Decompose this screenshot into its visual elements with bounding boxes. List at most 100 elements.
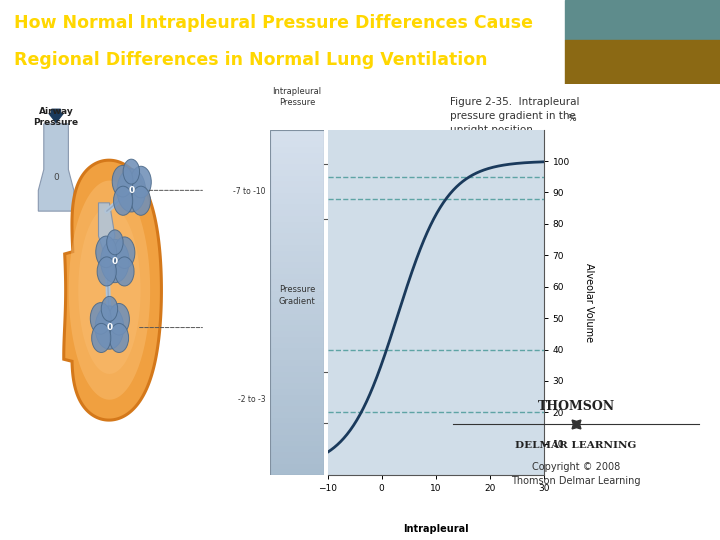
Polygon shape xyxy=(64,160,161,420)
Bar xyxy=(270,245,324,251)
Bar xyxy=(270,395,324,400)
Bar xyxy=(270,181,324,187)
Bar xyxy=(270,296,324,302)
Text: Intrapleural: Intrapleural xyxy=(402,524,469,534)
Bar xyxy=(270,348,324,354)
Bar xyxy=(270,205,324,210)
Text: 0: 0 xyxy=(112,256,118,266)
Text: How Normal Intrapleural Pressure Differences Cause: How Normal Intrapleural Pressure Differe… xyxy=(14,15,534,32)
Bar xyxy=(270,441,324,447)
Circle shape xyxy=(130,166,151,198)
Bar xyxy=(270,366,324,372)
Bar xyxy=(270,469,324,475)
Bar xyxy=(565,40,720,84)
Polygon shape xyxy=(78,206,140,374)
Bar xyxy=(270,337,324,343)
Bar xyxy=(270,429,324,435)
Bar xyxy=(270,435,324,441)
Bar xyxy=(270,354,324,360)
Y-axis label: Alveolar Volume: Alveolar Volume xyxy=(584,263,594,342)
Circle shape xyxy=(101,239,129,282)
Bar xyxy=(270,314,324,320)
Circle shape xyxy=(107,230,123,255)
Bar xyxy=(270,164,324,170)
Bar xyxy=(270,170,324,176)
Circle shape xyxy=(131,186,150,215)
Bar xyxy=(270,187,324,193)
Circle shape xyxy=(109,303,130,335)
Bar xyxy=(270,400,324,406)
Bar xyxy=(270,377,324,383)
Bar xyxy=(270,285,324,291)
Circle shape xyxy=(109,323,129,353)
Bar xyxy=(270,372,324,377)
Bar xyxy=(270,233,324,239)
Bar xyxy=(270,256,324,262)
Bar xyxy=(270,343,324,348)
FancyArrow shape xyxy=(49,109,63,123)
Text: Intrapleural
Pressure: Intrapleural Pressure xyxy=(272,87,322,107)
Bar xyxy=(270,326,324,331)
Bar xyxy=(270,147,324,153)
Bar xyxy=(270,406,324,412)
Text: Copyright © 2008
Thomson Delmar Learning: Copyright © 2008 Thomson Delmar Learning xyxy=(511,462,641,486)
Text: -2 to -3: -2 to -3 xyxy=(238,395,266,404)
Bar xyxy=(270,389,324,395)
Circle shape xyxy=(102,296,117,321)
Bar xyxy=(270,279,324,285)
Text: Pressure
Gradient: Pressure Gradient xyxy=(279,286,315,306)
Bar xyxy=(270,412,324,417)
Circle shape xyxy=(114,186,132,215)
Circle shape xyxy=(112,165,133,197)
Polygon shape xyxy=(38,124,74,211)
Circle shape xyxy=(123,159,140,184)
Text: 0: 0 xyxy=(107,323,112,332)
Bar xyxy=(270,360,324,366)
Text: 0: 0 xyxy=(53,173,59,183)
Circle shape xyxy=(95,306,124,349)
Polygon shape xyxy=(99,203,115,253)
Circle shape xyxy=(97,257,117,286)
Polygon shape xyxy=(68,180,150,400)
Bar xyxy=(270,268,324,274)
Circle shape xyxy=(115,257,134,286)
Circle shape xyxy=(90,302,111,334)
Bar xyxy=(270,130,324,136)
Bar xyxy=(270,176,324,181)
Bar xyxy=(565,0,720,40)
Bar xyxy=(270,458,324,464)
Circle shape xyxy=(117,168,145,212)
Bar xyxy=(270,302,324,308)
Text: 0: 0 xyxy=(128,186,135,195)
Text: DELMAR LEARNING: DELMAR LEARNING xyxy=(516,441,636,450)
Bar xyxy=(270,199,324,205)
Bar xyxy=(270,320,324,326)
Text: Figure 2-35.  Intrapleural
pressure gradient in the
upright position.: Figure 2-35. Intrapleural pressure gradi… xyxy=(450,97,580,135)
Bar xyxy=(270,274,324,279)
Bar xyxy=(270,308,324,314)
Circle shape xyxy=(96,236,117,268)
Bar xyxy=(270,423,324,429)
Bar xyxy=(270,447,324,452)
Bar xyxy=(270,216,324,222)
Text: THOMSON: THOMSON xyxy=(537,400,615,413)
Circle shape xyxy=(91,323,111,353)
Bar xyxy=(270,251,324,256)
Bar xyxy=(270,239,324,245)
Bar xyxy=(270,417,324,423)
Bar xyxy=(270,291,324,296)
Bar xyxy=(270,153,324,158)
Bar xyxy=(270,383,324,389)
Bar xyxy=(270,222,324,227)
Text: Airway
Pressure: Airway Pressure xyxy=(34,107,78,126)
Bar xyxy=(270,452,324,458)
Bar xyxy=(270,227,324,233)
Text: Regional Differences in Normal Lung Ventilation: Regional Differences in Normal Lung Vent… xyxy=(14,51,488,69)
Circle shape xyxy=(114,237,135,268)
Bar xyxy=(270,331,324,337)
Bar xyxy=(270,141,324,147)
Bar xyxy=(270,193,324,199)
Bar xyxy=(270,136,324,141)
Bar xyxy=(270,262,324,268)
Text: %: % xyxy=(567,114,576,123)
